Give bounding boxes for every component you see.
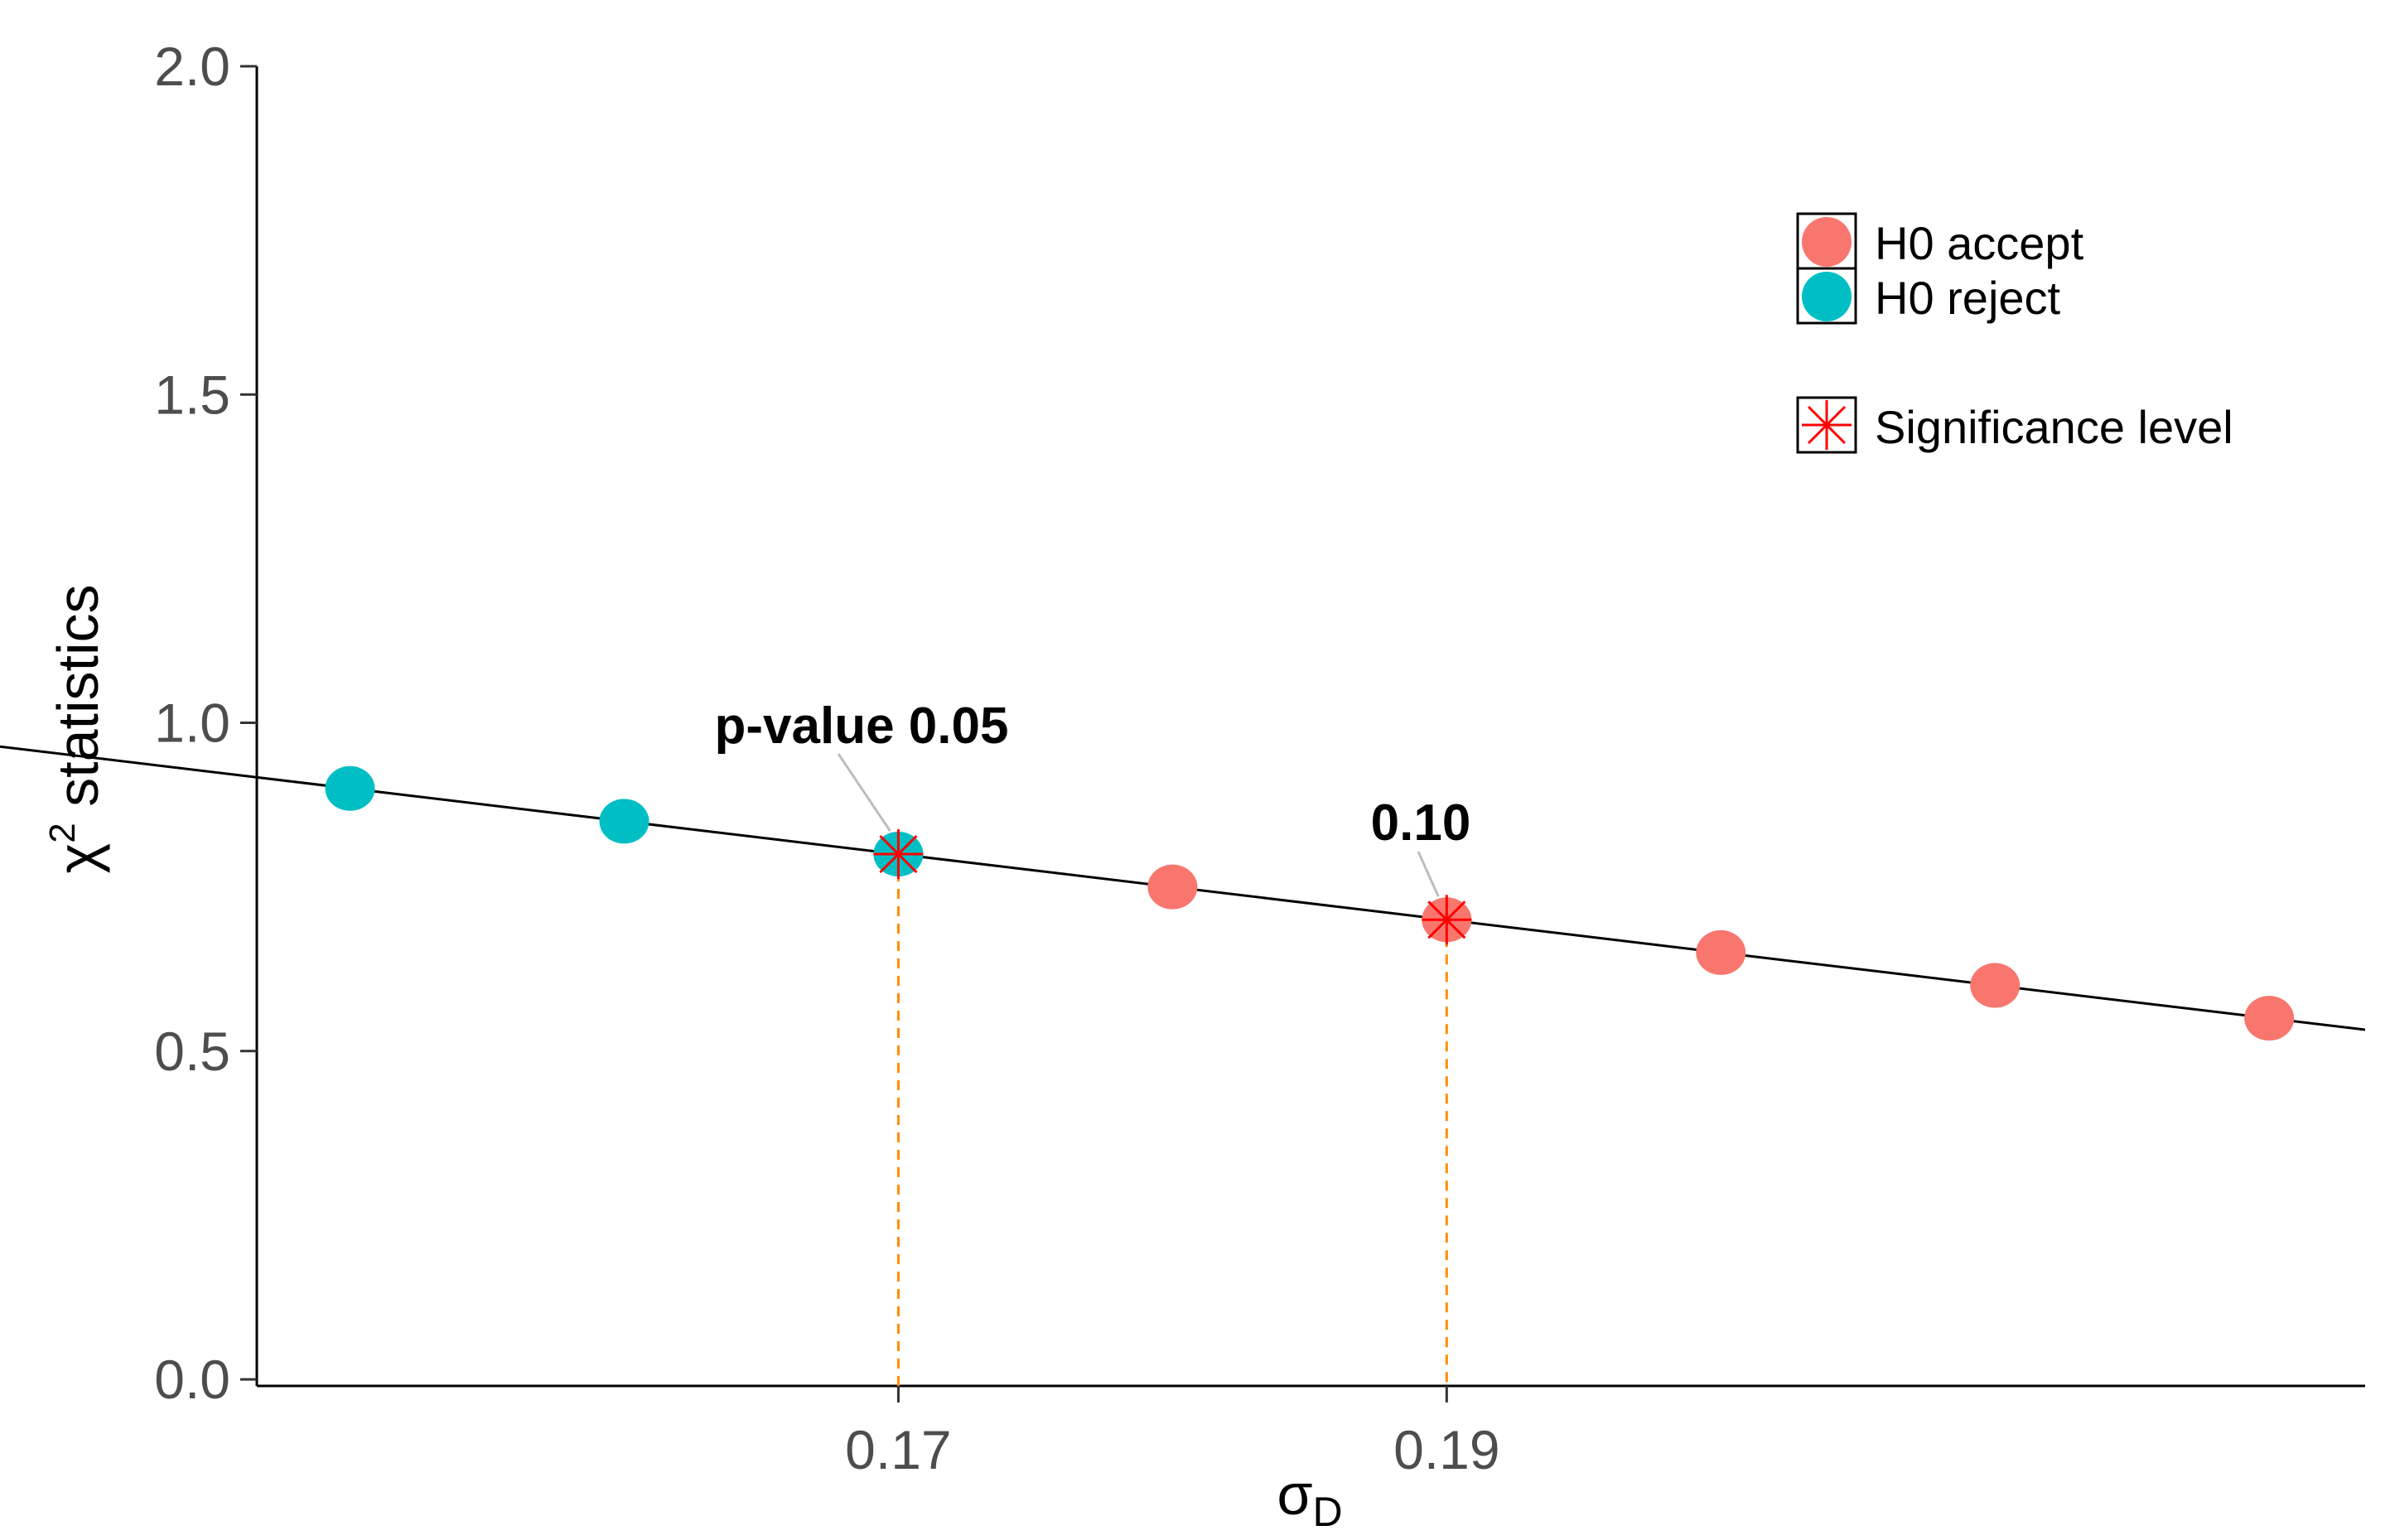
data-point-reject [325, 765, 375, 811]
y-tick-label: 1.5 [154, 364, 230, 425]
legend-dot-reject [1802, 272, 1852, 321]
legend-label-significance: Significance level [1875, 401, 2233, 453]
x-axis-title: σD [1277, 1462, 1342, 1535]
legend-key-significance [1796, 396, 1857, 454]
y-tick-label: 2.0 [154, 36, 230, 97]
legend-dot-accept [1802, 217, 1852, 267]
annotation-label: 0.10 [1371, 794, 1471, 852]
data-point-accept [1147, 864, 1198, 910]
annotation-arrow [1417, 851, 1440, 897]
legend-label-reject: H0 reject [1875, 272, 2061, 324]
y-tick-label: 0.0 [154, 1349, 230, 1410]
data-point-reject [599, 799, 649, 844]
legend-star-icon [1802, 400, 1852, 450]
x-axis-title-main: σ [1277, 1462, 1312, 1527]
x-tick-label: 0.17 [845, 1419, 951, 1480]
legend-key-reject [1796, 267, 1857, 325]
y-axis-title-superscript: 2 [42, 823, 83, 842]
legend-label-accept: H0 accept [1875, 217, 2084, 269]
y-axis-title-main: χ [46, 843, 110, 874]
y-tick-label: 0.5 [154, 1021, 230, 1082]
significance-star [879, 834, 918, 874]
legend: H0 accept H0 reject Significance level [1796, 212, 2233, 454]
y-axis-title-rest: statistics [46, 584, 110, 823]
y-axis-title: χ2 statistics [42, 584, 110, 873]
plot-area: 0.0 0.5 1.0 1.5 2.0 0.17 0.19 p-value 0.05 0.10 [0, 36, 2365, 1480]
significance-star [1427, 900, 1466, 939]
data-point-accept [2244, 996, 2295, 1041]
x-axis-title-subscript: D [1313, 1489, 1343, 1535]
y-tick-label: 1.0 [154, 693, 230, 754]
data-point-accept [1696, 929, 1746, 975]
annotation-arrow [837, 753, 891, 832]
data-point-accept [1970, 963, 2021, 1008]
x-tick-label: 0.19 [1393, 1419, 1499, 1480]
annotation-label: p-value 0.05 [715, 698, 1009, 755]
